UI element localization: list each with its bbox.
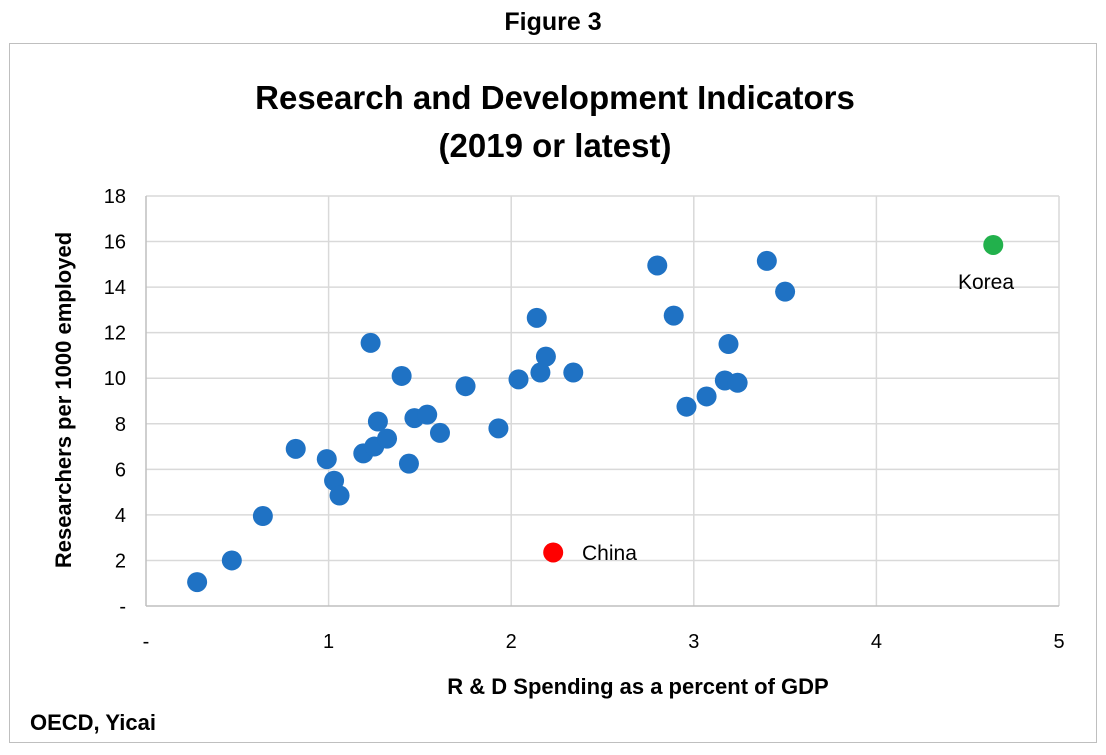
data-point <box>285 438 306 459</box>
data-point <box>187 572 208 593</box>
y-axis-title: Researchers per 1000 employed <box>51 232 76 568</box>
x-tick-label: 4 <box>871 631 882 653</box>
y-tick-label: 12 <box>104 323 126 345</box>
data-point <box>727 372 748 393</box>
y-tick-label: 18 <box>104 186 126 208</box>
data-point-china <box>543 542 564 563</box>
x-tick-label: 5 <box>1053 631 1064 653</box>
data-point-korea <box>983 234 1004 255</box>
data-point <box>676 396 697 417</box>
x-axis-title: R & D Spending as a percent of GDP <box>447 674 828 699</box>
source-note: OECD, Yicai <box>30 710 156 735</box>
chart-subtitle: (2019 or latest) <box>439 127 672 164</box>
annotation-china: China <box>582 542 637 565</box>
data-point <box>535 346 556 367</box>
data-point <box>756 250 777 271</box>
y-tick-label: 16 <box>104 232 126 254</box>
data-point <box>718 334 739 355</box>
data-point <box>775 281 796 302</box>
x-tick-label: 2 <box>506 631 517 653</box>
axes <box>145 196 1059 607</box>
data-point <box>329 485 350 506</box>
x-tick-label: - <box>143 631 150 653</box>
x-tick-label: 1 <box>323 631 334 653</box>
data-point <box>391 365 412 386</box>
data-point <box>417 404 438 425</box>
y-tick-label: 6 <box>115 459 126 481</box>
annotation-korea: Korea <box>958 271 1014 294</box>
scatter-chart: Research and Development Indicators (201… <box>30 79 1065 735</box>
data-point <box>508 369 529 390</box>
data-point <box>252 506 273 527</box>
data-point <box>647 255 668 276</box>
data-point <box>663 305 684 326</box>
data-point <box>696 386 717 407</box>
data-point <box>526 307 547 328</box>
data-point <box>377 428 398 449</box>
chart-frame: Research and Development Indicators (201… <box>9 43 1097 743</box>
y-tick-label: 2 <box>115 550 126 572</box>
figure-label: Figure 3 <box>504 8 602 36</box>
y-tick-label: 14 <box>104 277 126 299</box>
data-points <box>187 234 1004 593</box>
x-tick-label: 3 <box>688 631 699 653</box>
y-tick-label: 8 <box>115 414 126 436</box>
y-tick-label: - <box>119 596 126 618</box>
data-point <box>488 418 509 439</box>
data-point <box>360 332 381 353</box>
data-point <box>398 453 419 474</box>
data-point <box>316 449 337 470</box>
data-point <box>563 362 584 383</box>
data-point <box>367 411 388 432</box>
y-tick-label: 10 <box>104 368 126 390</box>
y-tick-label: 4 <box>115 505 126 527</box>
grid-lines <box>146 195 1060 606</box>
data-point <box>455 376 476 397</box>
chart-title: Research and Development Indicators <box>255 79 855 116</box>
data-point <box>429 422 450 443</box>
data-point <box>221 550 242 571</box>
data-point <box>530 362 551 383</box>
